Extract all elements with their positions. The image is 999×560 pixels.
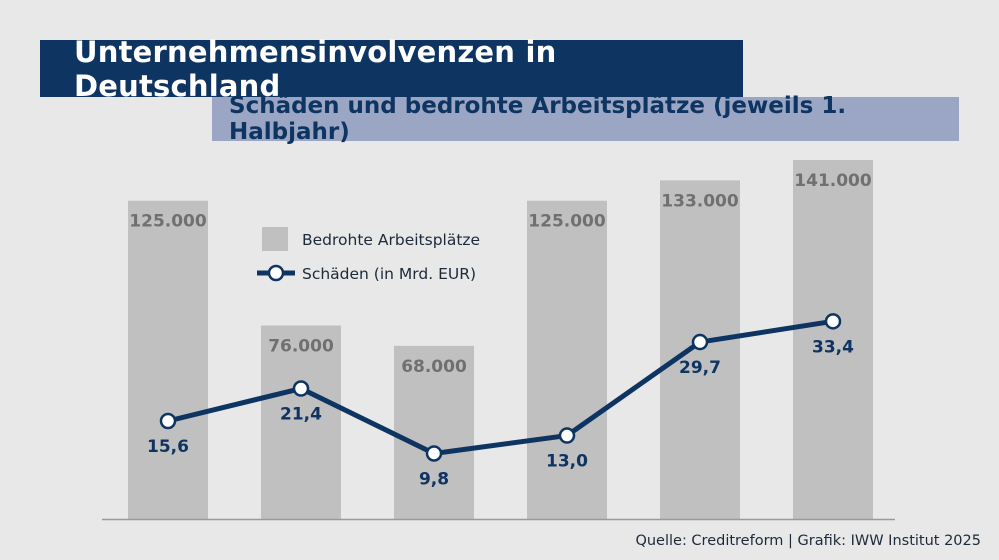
legend-swatch-marker — [267, 264, 285, 282]
line-label-2: 21,4 — [280, 405, 322, 425]
line-label-1: 15,6 — [147, 437, 189, 457]
line-label-4: 13,0 — [546, 452, 588, 472]
line-point-3 — [425, 445, 443, 462]
line-point-5 — [691, 333, 709, 351]
line-point-4 — [558, 427, 576, 444]
line-label-3: 9,8 — [419, 469, 449, 489]
bar-label-5: 133.000 — [661, 191, 739, 211]
bar-2 — [261, 325, 341, 519]
line-label-6: 33,4 — [812, 337, 854, 357]
legend-label-line: Schäden (in Mrd. EUR) — [302, 265, 476, 283]
legend-label-bars: Bedrohte Arbeitsplätze — [302, 231, 480, 249]
chart-title: Unternehmensinvolvenzen in Deutschland — [40, 35, 743, 103]
chart-subtitle: Schäden und bedrohte Arbeitsplätze (jewe… — [212, 93, 959, 145]
line-point-6 — [824, 313, 842, 330]
bar-label-2: 76.000 — [268, 336, 334, 356]
bar-4 — [527, 200, 607, 519]
legend-swatch-bars — [262, 227, 288, 251]
line-point-2 — [292, 380, 310, 397]
bar-1 — [128, 200, 208, 519]
bar-6 — [793, 160, 873, 519]
source-note: Quelle: Creditreform | Grafik: IWW Insti… — [635, 533, 981, 549]
line-label-5: 29,7 — [679, 358, 721, 378]
bar-label-3: 68.000 — [401, 357, 467, 377]
bar-label-1: 125.000 — [129, 212, 207, 232]
bar-label-6: 141.000 — [794, 171, 872, 191]
line-point-1 — [159, 412, 177, 430]
line-series-schaeden — [167, 318, 834, 456]
bar-label-4: 125.000 — [528, 212, 606, 232]
bar-3 — [394, 345, 474, 519]
